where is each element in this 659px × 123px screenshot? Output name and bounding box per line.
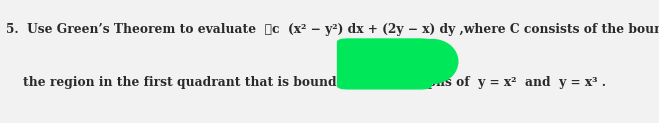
Text: 5.  Use Green’s Theorem to evaluate  ∮ᴄ  (x² − y²) dx + (2y − x) dy ,where C con: 5. Use Green’s Theorem to evaluate ∮ᴄ (x… <box>6 23 659 36</box>
FancyBboxPatch shape <box>337 39 431 89</box>
Ellipse shape <box>407 40 458 83</box>
Text: the region in the first quadrant that is bounded by the graphs of  y = x²  and  : the region in the first quadrant that is… <box>22 76 606 89</box>
